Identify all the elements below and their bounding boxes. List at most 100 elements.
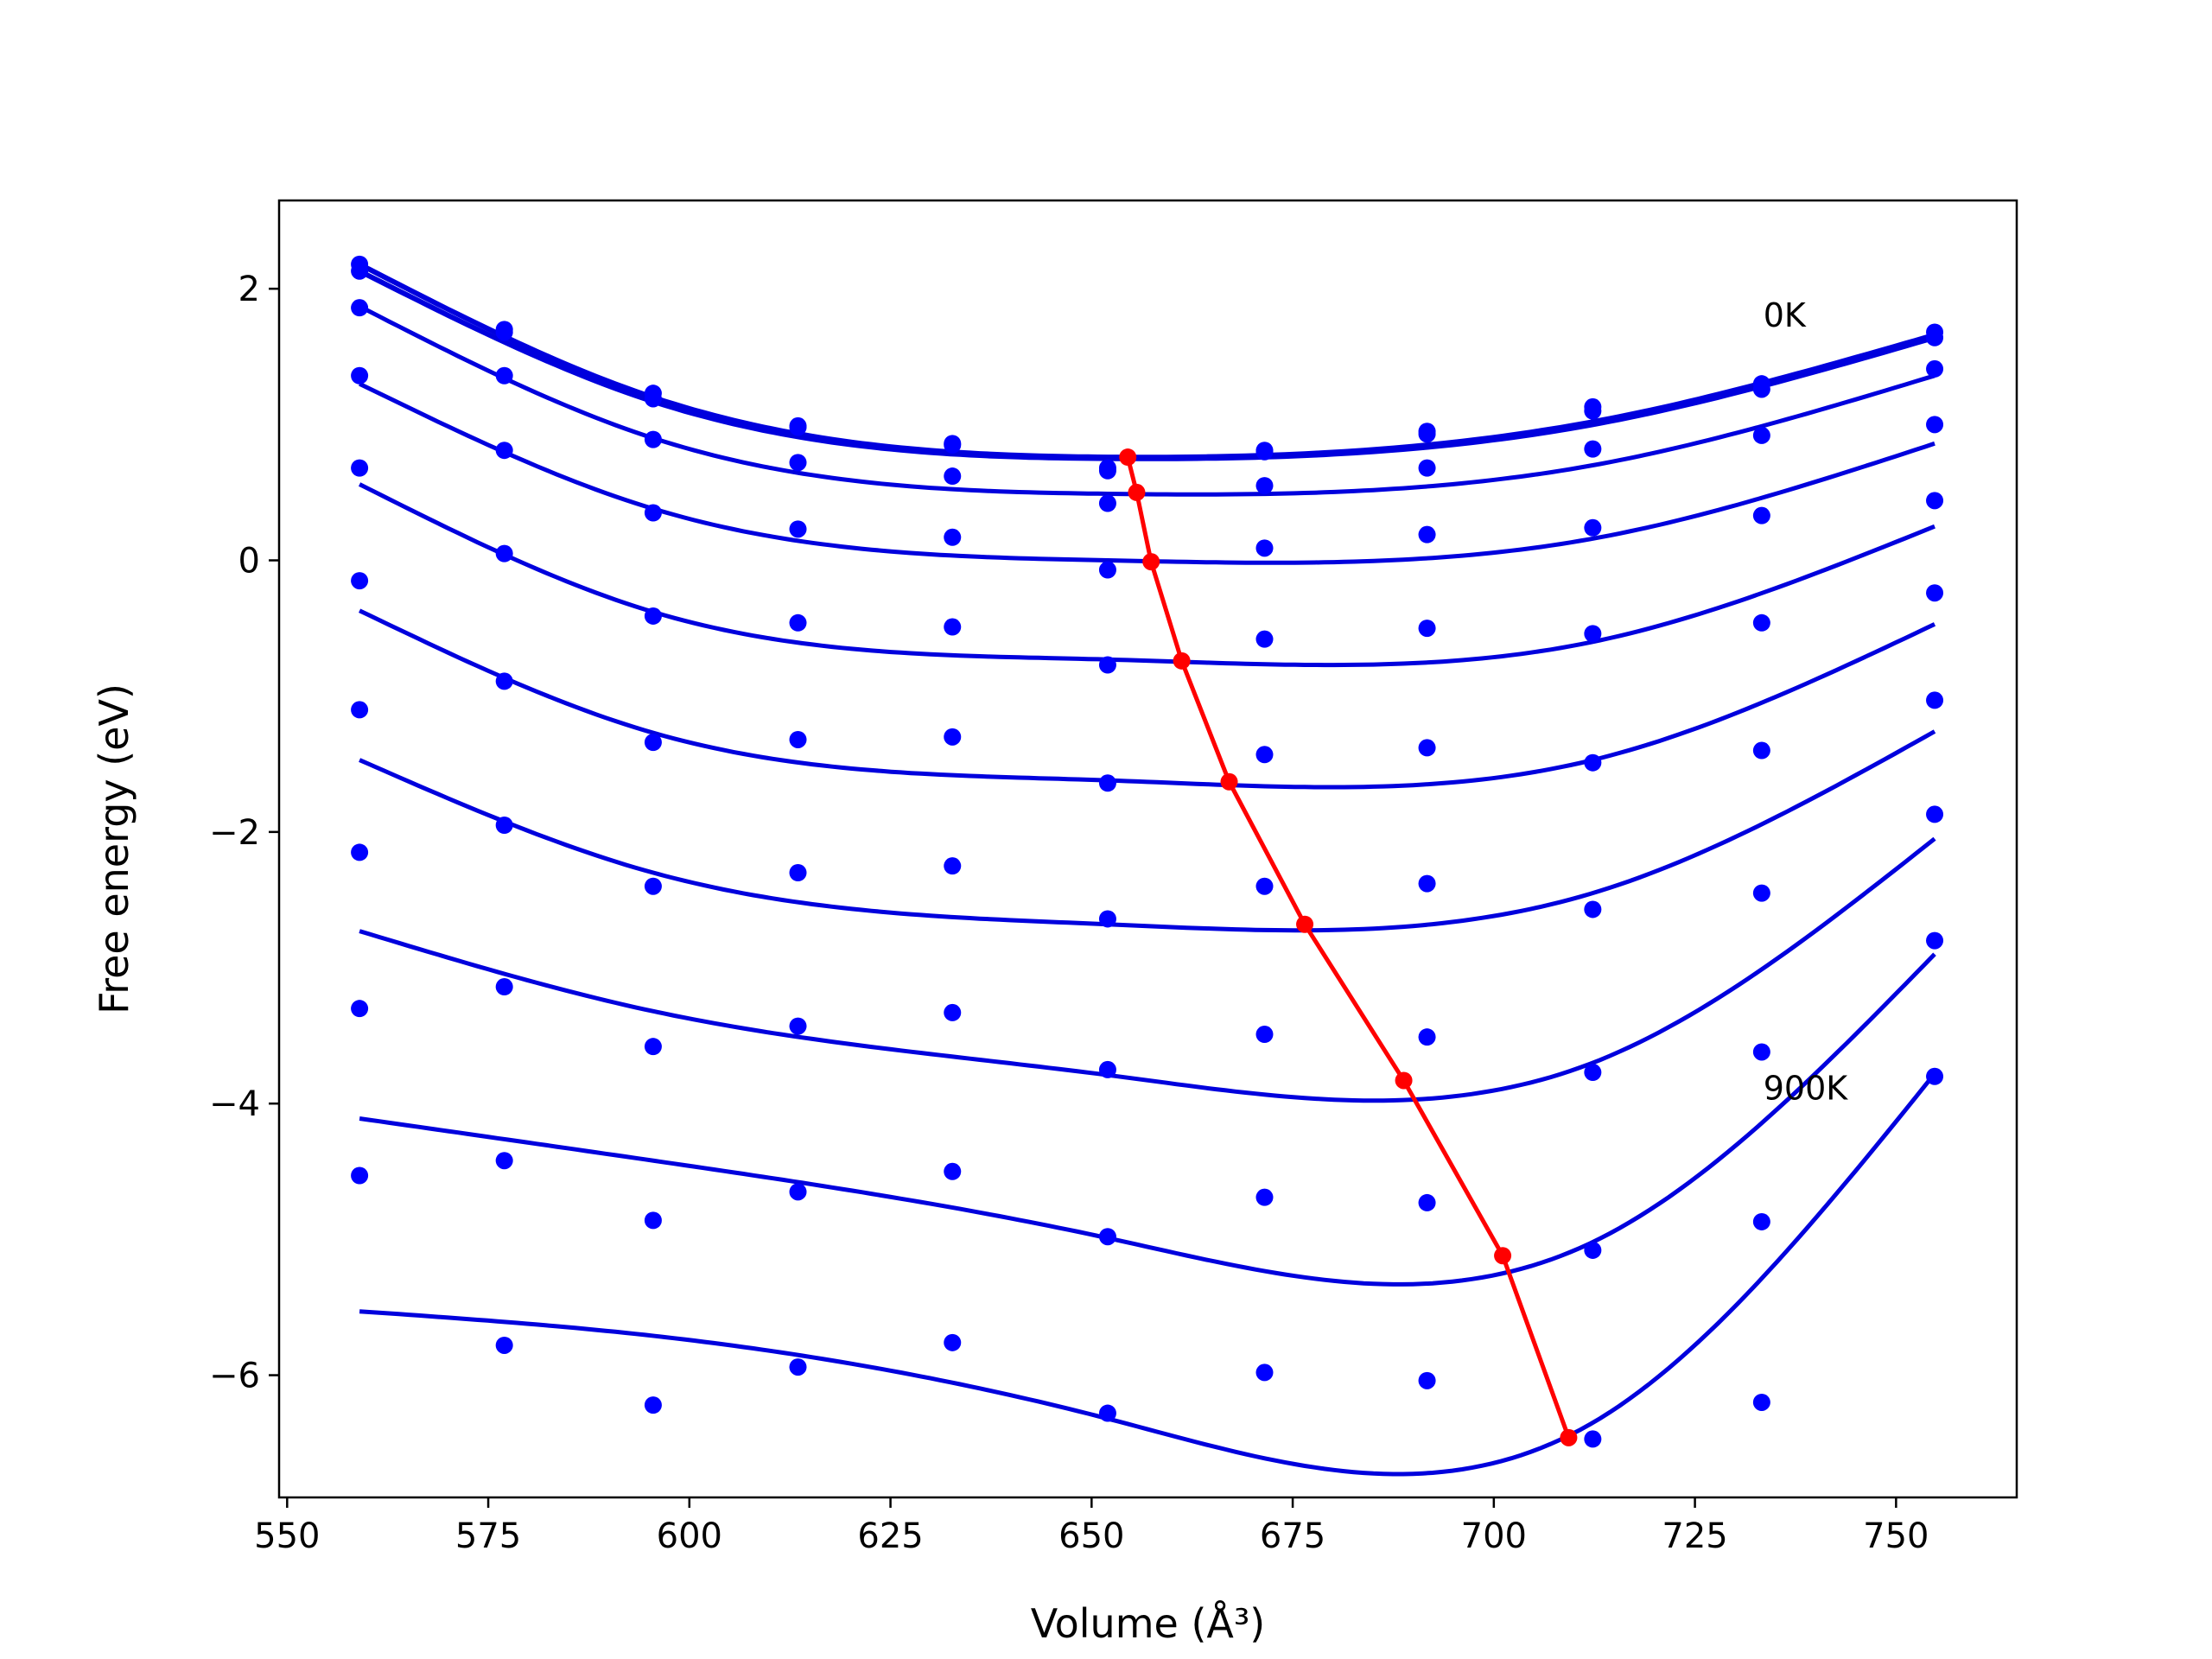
- data-point: [644, 607, 662, 625]
- annotations: 0K 900K: [1764, 296, 1849, 1107]
- data-point: [944, 435, 962, 454]
- data-point: [944, 857, 962, 875]
- fit-curve-7: [359, 729, 1936, 933]
- minima-trace: [1119, 448, 1578, 1446]
- data-point: [1098, 774, 1116, 792]
- data-point: [789, 418, 807, 436]
- data-point: [1255, 539, 1274, 557]
- data-point: [1098, 656, 1116, 674]
- data-point: [351, 1166, 369, 1185]
- data-point: [1418, 459, 1436, 477]
- data-point: [1098, 910, 1116, 928]
- data-point: [1418, 525, 1436, 543]
- data-point: [1752, 1043, 1770, 1061]
- data-point: [944, 528, 962, 546]
- fit-curve-8: [359, 836, 1936, 1103]
- data-point: [1752, 426, 1770, 444]
- data-point: [1418, 425, 1436, 443]
- data-point: [944, 1333, 962, 1351]
- data-point: [1926, 492, 1944, 510]
- data-point: [495, 672, 513, 690]
- data-point: [1255, 1363, 1274, 1382]
- data-point: [1926, 1067, 1944, 1085]
- data-point: [1926, 359, 1944, 378]
- fit-curve-9: [359, 952, 1936, 1287]
- fit-curve-6: [359, 608, 1936, 790]
- x-tick-label: 650: [1058, 1516, 1124, 1556]
- x-tick-label: 750: [1863, 1516, 1929, 1556]
- y-tick-label: 2: [238, 270, 260, 309]
- data-point: [495, 442, 513, 460]
- data-point: [1098, 561, 1116, 579]
- data-point: [789, 520, 807, 538]
- data-point: [1418, 1193, 1436, 1211]
- data-point: [944, 618, 962, 636]
- y-tick-label: −2: [209, 813, 260, 853]
- data-point: [1255, 877, 1274, 895]
- annotation-label: 900K: [1764, 1069, 1849, 1107]
- data-point: [644, 430, 662, 448]
- minimum-point: [1142, 553, 1160, 571]
- x-tick-label: 675: [1260, 1516, 1325, 1556]
- data-point: [644, 1396, 662, 1414]
- data-point: [1255, 1026, 1274, 1044]
- axis-ticks: 550 575 600 625 650 675 700 725 750 −6 −4 −2 0 2: [209, 270, 1929, 1556]
- data-point: [495, 1152, 513, 1170]
- plot-frame: [277, 199, 2018, 1499]
- data-point: [1926, 931, 1944, 950]
- data-point: [789, 730, 807, 748]
- minimum-point: [1173, 652, 1191, 670]
- data-point: [789, 613, 807, 632]
- data-point: [1584, 402, 1602, 420]
- data-point: [1584, 625, 1602, 643]
- data-point: [644, 504, 662, 522]
- data-point: [1584, 900, 1602, 918]
- data-point: [1255, 477, 1274, 495]
- data-point: [495, 816, 513, 834]
- data-point: [1752, 741, 1770, 760]
- data-point: [1752, 884, 1770, 902]
- data-point: [495, 323, 513, 341]
- data-point: [1926, 805, 1944, 823]
- data-point: [1752, 506, 1770, 524]
- data-point: [1926, 416, 1944, 434]
- data-point: [944, 1162, 962, 1180]
- y-tick-label: 0: [238, 542, 260, 582]
- minimum-point: [1395, 1071, 1413, 1090]
- annotation-label: 0K: [1764, 296, 1807, 334]
- data-point: [1752, 1393, 1770, 1411]
- data-point: [1752, 613, 1770, 632]
- data-point: [1584, 753, 1602, 772]
- data-point: [1098, 1060, 1116, 1078]
- data-point: [1584, 440, 1602, 458]
- x-axis-label: Volume (Å³): [1031, 1600, 1266, 1647]
- data-point: [351, 843, 369, 861]
- data-point: [1098, 1228, 1116, 1246]
- y-tick-label: −4: [209, 1084, 260, 1124]
- data-point: [495, 366, 513, 385]
- data-point: [944, 467, 962, 486]
- data-point: [1255, 630, 1274, 648]
- data-point: [495, 978, 513, 996]
- data-point: [1584, 1064, 1602, 1082]
- fit-curve-1: [358, 262, 1936, 461]
- data-point: [495, 544, 513, 563]
- data-point: [644, 877, 662, 895]
- data-point: [789, 864, 807, 882]
- fit-curve-2: [358, 269, 1936, 461]
- data-point: [351, 366, 369, 385]
- data-point: [644, 1038, 662, 1056]
- fit-curve-10: [359, 1072, 1936, 1477]
- data-points: [351, 255, 1944, 1448]
- x-tick-label: 625: [857, 1516, 923, 1556]
- x-tick-label: 725: [1662, 1516, 1727, 1556]
- fit-curves: [358, 262, 1936, 1477]
- data-point: [351, 299, 369, 317]
- data-point: [789, 1183, 807, 1201]
- fit-curve-3: [358, 304, 1936, 497]
- data-point: [1098, 461, 1116, 480]
- data-point: [1418, 620, 1436, 638]
- data-point: [1098, 494, 1116, 512]
- data-point: [1752, 1212, 1770, 1230]
